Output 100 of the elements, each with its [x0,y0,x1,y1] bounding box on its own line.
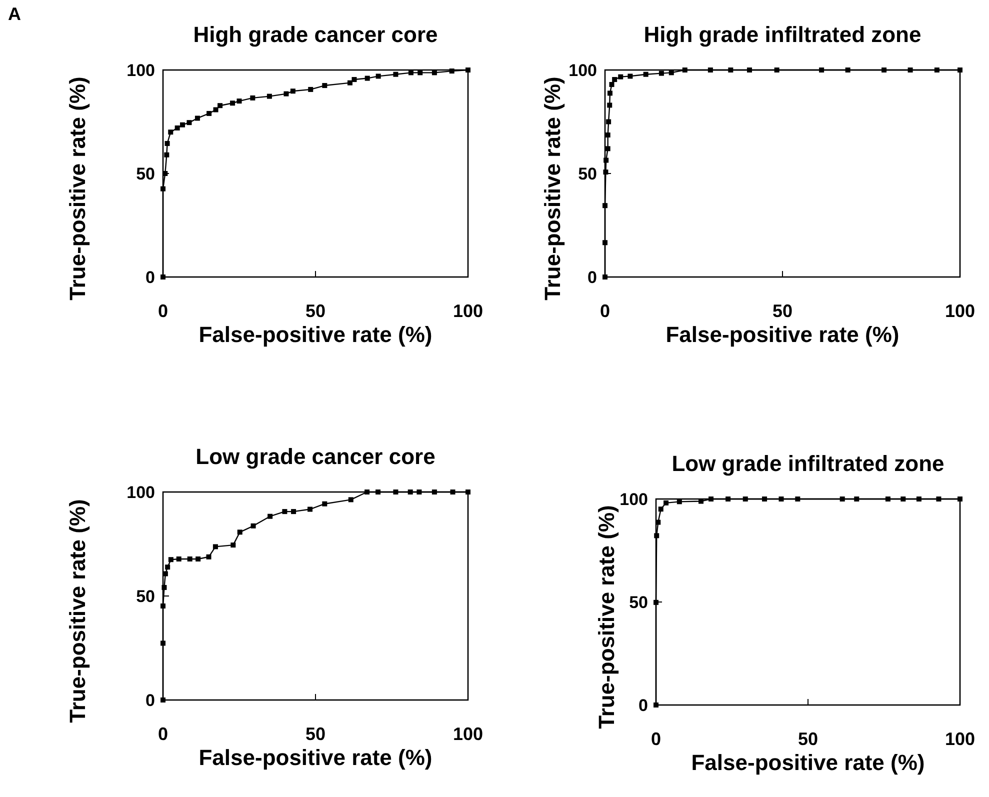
point [164,152,170,158]
point [282,509,288,514]
point [604,158,609,163]
point [160,603,166,608]
point [236,98,242,104]
point [612,77,618,82]
point [174,125,180,130]
point [900,496,906,502]
chart-title: High grade infiltrated zone [644,22,922,47]
point [180,122,186,128]
point [291,509,296,514]
point [958,496,962,502]
x-tick-label: 100 [452,301,484,321]
point [658,70,664,76]
point [168,557,174,562]
x-tick-label: 50 [305,724,326,744]
y-tick-label: 50 [136,587,155,606]
point [186,120,192,126]
point [618,74,624,80]
y-axis-title: True-positive rate (%) [540,76,565,300]
chart-title: High grade cancer core [193,22,438,47]
y-tick-label: 100 [126,61,155,80]
point [778,496,784,502]
point [284,91,289,96]
x-axis-title: False-positive rate (%) [198,322,432,347]
chart-title: Low grade cancer core [196,444,436,469]
x-tick-label: 50 [772,301,793,321]
point [162,584,167,590]
point [602,240,608,246]
point [726,496,731,502]
point [268,514,273,519]
point [664,500,669,506]
point [658,506,664,512]
y-axis-title: True-positive rate (%) [65,76,90,300]
point [466,490,470,494]
point [654,600,658,605]
y-tick-label: 50 [629,593,648,612]
point [845,68,850,72]
point [603,170,608,175]
point [934,68,940,72]
point [393,72,398,77]
y-tick-label: 0 [146,268,155,287]
point [795,496,800,502]
point [348,497,354,502]
y-tick-label: 100 [568,61,597,80]
point [605,132,610,138]
x-tick-label: 100 [452,724,484,744]
point [364,76,370,81]
point [250,523,256,528]
point [308,506,313,512]
point [187,556,192,562]
point [908,68,913,72]
x-tick-label: 100 [944,301,976,321]
point [230,100,236,106]
point [774,68,780,72]
point [466,68,470,72]
point [418,70,423,76]
point [882,68,887,72]
text: A [8,4,21,24]
point [322,501,328,506]
y-tick-label: 50 [136,164,155,184]
point [196,556,201,562]
point [352,77,357,82]
point [676,499,682,504]
point [607,102,612,108]
y-axis-title: True-positive rate (%) [594,505,619,729]
point [168,130,174,135]
point [628,74,633,79]
point [609,82,614,87]
point [213,107,218,112]
x-tick-label: 0 [600,301,610,321]
point [416,490,422,494]
y-tick-label: 50 [578,164,597,184]
point [958,68,962,72]
x-axis-title: False-positive rate (%) [666,322,900,347]
point [266,94,272,99]
point [393,490,398,494]
point [206,554,212,560]
point [742,496,748,502]
point [708,68,713,72]
point [194,116,200,121]
point [160,640,166,646]
point [347,80,352,86]
point [654,533,660,538]
x-tick-label: 100 [944,729,976,749]
point [160,186,166,192]
point [408,490,413,494]
point [432,70,437,76]
point [668,70,674,76]
point [176,556,182,562]
point [746,68,752,72]
y-tick-label: 0 [146,691,155,710]
point [165,564,170,570]
point [762,496,768,502]
point [605,146,610,152]
x-tick-label: 50 [798,729,818,749]
point [643,72,648,77]
point [237,530,242,535]
point [885,496,890,502]
point [432,490,437,494]
